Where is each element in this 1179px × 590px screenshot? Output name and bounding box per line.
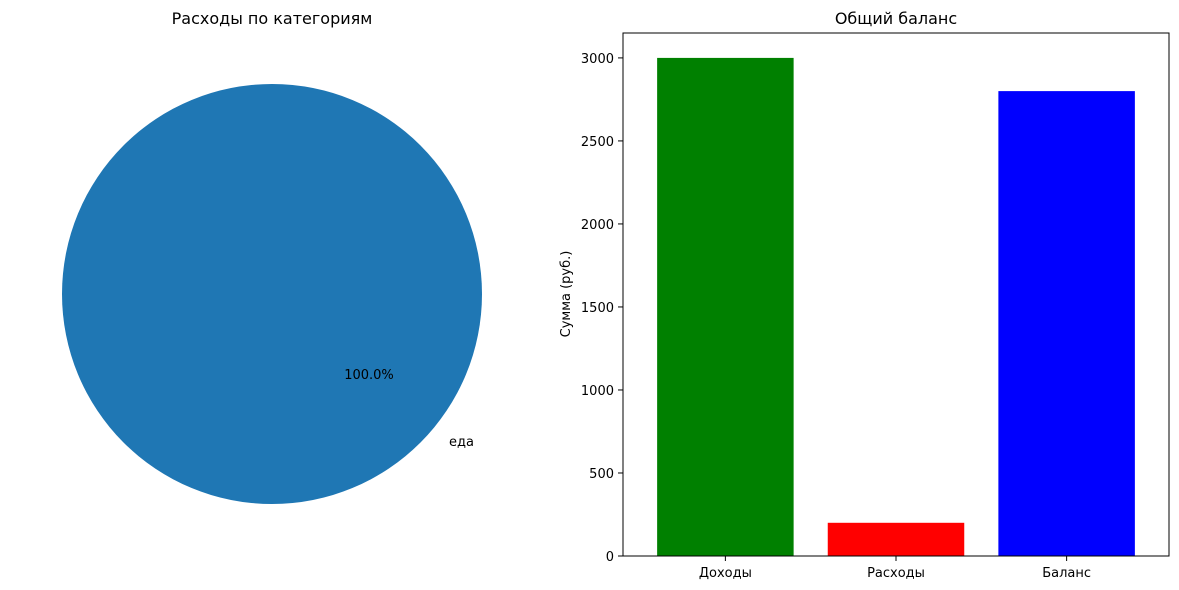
bar-1 [827, 522, 965, 556]
bar-2 [998, 91, 1135, 556]
pie-slice-pct-label: 100.0% [344, 368, 394, 383]
bar-0 [657, 57, 794, 557]
pie-slice-category-label: еда [449, 435, 474, 450]
y-tick-label: 1000 [581, 384, 614, 399]
y-tick-label: 3000 [581, 52, 614, 67]
x-tick-label: Доходы [699, 566, 752, 581]
pie-chart: Расходы по категориям 100.0% еда [62, 9, 482, 504]
y-axis-label: Сумма (руб.) [559, 251, 574, 338]
bar-plot-area: 0 500 1000 1500 2000 2500 3000 Доходы Расходы Бал… [581, 52, 1135, 581]
plot-frame [622, 32, 1170, 557]
y-tick-label: 2000 [581, 218, 614, 233]
y-tick-label: 1500 [581, 301, 614, 316]
x-tick-label: Баланс [1042, 566, 1091, 581]
y-tick-label: 500 [589, 467, 614, 482]
bar-chart: Общий баланс Сумма (руб.) 0 500 1000 1500 20… [559, 9, 1170, 581]
pie-slice-eda [62, 84, 482, 504]
y-tick-label: 0 [606, 550, 614, 565]
bar-chart-title: Общий баланс [835, 9, 957, 28]
y-tick-label: 2500 [581, 135, 614, 150]
x-tick-label: Расходы [867, 566, 925, 581]
pie-chart-title: Расходы по категориям [172, 9, 373, 28]
